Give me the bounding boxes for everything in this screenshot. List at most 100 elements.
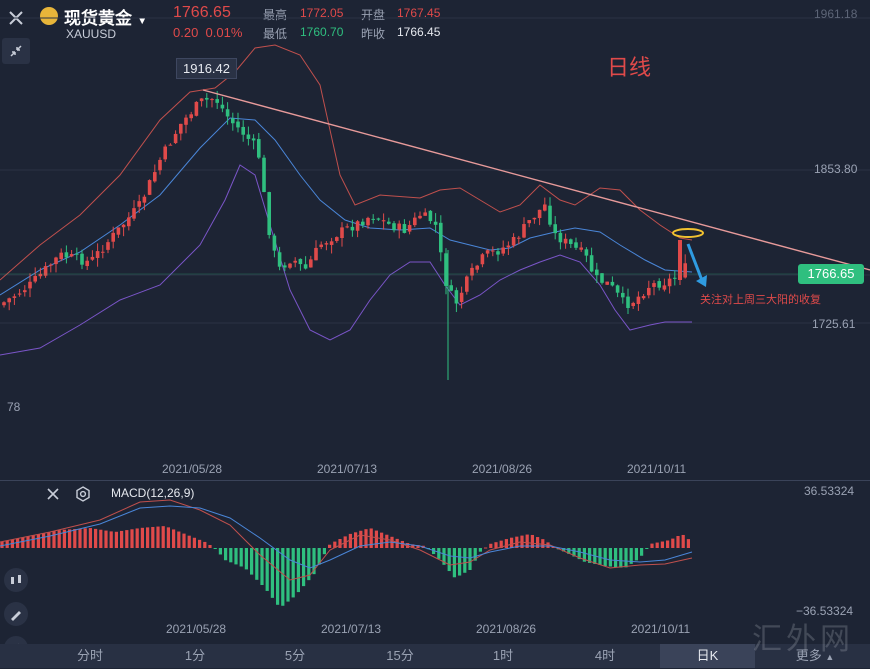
candle-body [303, 264, 308, 269]
blue-arrow-icon [686, 243, 707, 287]
candle-body [350, 226, 355, 231]
candle-body [683, 263, 687, 278]
candle-body [459, 292, 464, 303]
dropdown-arrow-icon: ▼ [136, 15, 148, 27]
low-label: 最低 [263, 27, 288, 41]
candle-body [272, 235, 277, 251]
macd-bar [359, 530, 363, 548]
macd-bar [411, 544, 415, 548]
peak-label-text: 1916.42 [183, 61, 230, 76]
macd-bar [645, 548, 649, 549]
candle-body [621, 292, 625, 298]
candle-body [595, 269, 599, 276]
current-price-tag: 1766.65 [798, 264, 864, 284]
candle-body [12, 296, 17, 298]
candle-body [626, 296, 630, 308]
close-icon [47, 488, 59, 500]
macd-bar [322, 548, 326, 555]
candle-body [257, 139, 261, 158]
macd-bar [666, 540, 670, 548]
boll-mid-line [0, 117, 693, 296]
price-change: 0.20 0.01% [173, 25, 242, 40]
macd-bar [52, 531, 56, 548]
tab-15min[interactable]: 15分 [386, 648, 414, 663]
price-chart[interactable] [0, 0, 870, 478]
macd-bar [582, 548, 586, 562]
macd-bar [452, 548, 456, 578]
candle-body [470, 267, 474, 276]
candle-body [491, 250, 495, 252]
tab-1min[interactable]: 1分 [184, 648, 206, 663]
candle-body [106, 242, 110, 250]
macd-bar [473, 548, 477, 561]
period-label: 日线 [607, 55, 652, 80]
peak-label: 1916.42 [176, 58, 237, 79]
tab-more[interactable]: 更多 ▲ [770, 644, 860, 668]
candle-body [657, 281, 661, 288]
candle-body [340, 227, 344, 239]
trend-line [202, 89, 870, 271]
macd-bar [655, 542, 659, 548]
macd-bar [260, 548, 264, 585]
candle-body [101, 251, 105, 253]
candle-body [537, 209, 542, 219]
candle-body [522, 224, 526, 238]
macd-bar [650, 543, 654, 548]
candle-body [652, 283, 656, 287]
close-macd-button[interactable] [44, 485, 62, 503]
collapse-button[interactable] [2, 38, 30, 64]
macd-bar [369, 528, 373, 548]
candle-body [355, 221, 360, 231]
macd-bar [224, 548, 228, 561]
tab-daily[interactable]: 日K [660, 644, 755, 668]
macd-bar [640, 548, 644, 556]
macd-bar [608, 548, 612, 567]
candle-body [324, 243, 329, 245]
candle-body [641, 296, 646, 299]
tab-minute-line[interactable]: 分时 [76, 648, 103, 663]
candle-body [345, 226, 349, 228]
tab-1hour[interactable]: 1时 [492, 648, 514, 663]
candle-body [220, 104, 225, 109]
candle-body [111, 232, 115, 242]
macd-bar [385, 534, 389, 548]
prev-close-label: 昨收 [361, 27, 386, 41]
candle-body [413, 217, 417, 226]
macd-settings-button[interactable] [74, 485, 92, 503]
candle-body [64, 252, 69, 258]
candle-body [314, 247, 318, 261]
macd-bar [307, 548, 311, 581]
candle-body [236, 121, 240, 128]
macd-bar [354, 532, 358, 548]
macd-bar [333, 541, 337, 548]
macd-bar [281, 548, 285, 606]
candle-body [449, 285, 453, 291]
macd-bar [686, 539, 690, 548]
tab-5min[interactable]: 5分 [284, 648, 306, 663]
macd-bar [489, 543, 493, 548]
current-price-tag-text: 1766.65 [807, 266, 855, 281]
candle-body [631, 302, 635, 307]
macd-signal-line [0, 499, 693, 581]
candle-body [407, 225, 412, 232]
macd-chart[interactable] [0, 480, 870, 620]
candle-body [147, 180, 152, 195]
macd-bar [463, 548, 467, 573]
macd-bar [120, 530, 124, 548]
candle-body [33, 276, 37, 282]
candle-body [444, 253, 448, 286]
note-annotation: 关注对上周三大阳的收复 [700, 294, 821, 306]
candle-body [95, 251, 100, 258]
tab-4hour[interactable]: 4时 [594, 648, 616, 663]
macd-axis-top: 36.53324 [804, 484, 855, 498]
macd-date-tick-3: 2021/08/26 [476, 622, 537, 636]
candle-body [418, 215, 422, 219]
candle-body [600, 273, 604, 283]
draw-tool-button[interactable] [4, 602, 28, 626]
gear-icon [76, 486, 90, 502]
macd-bar [442, 548, 446, 565]
indicator-tool-button[interactable] [4, 568, 28, 592]
candle-body [116, 227, 121, 235]
candle-body [309, 259, 313, 268]
macd-bar [551, 546, 555, 548]
